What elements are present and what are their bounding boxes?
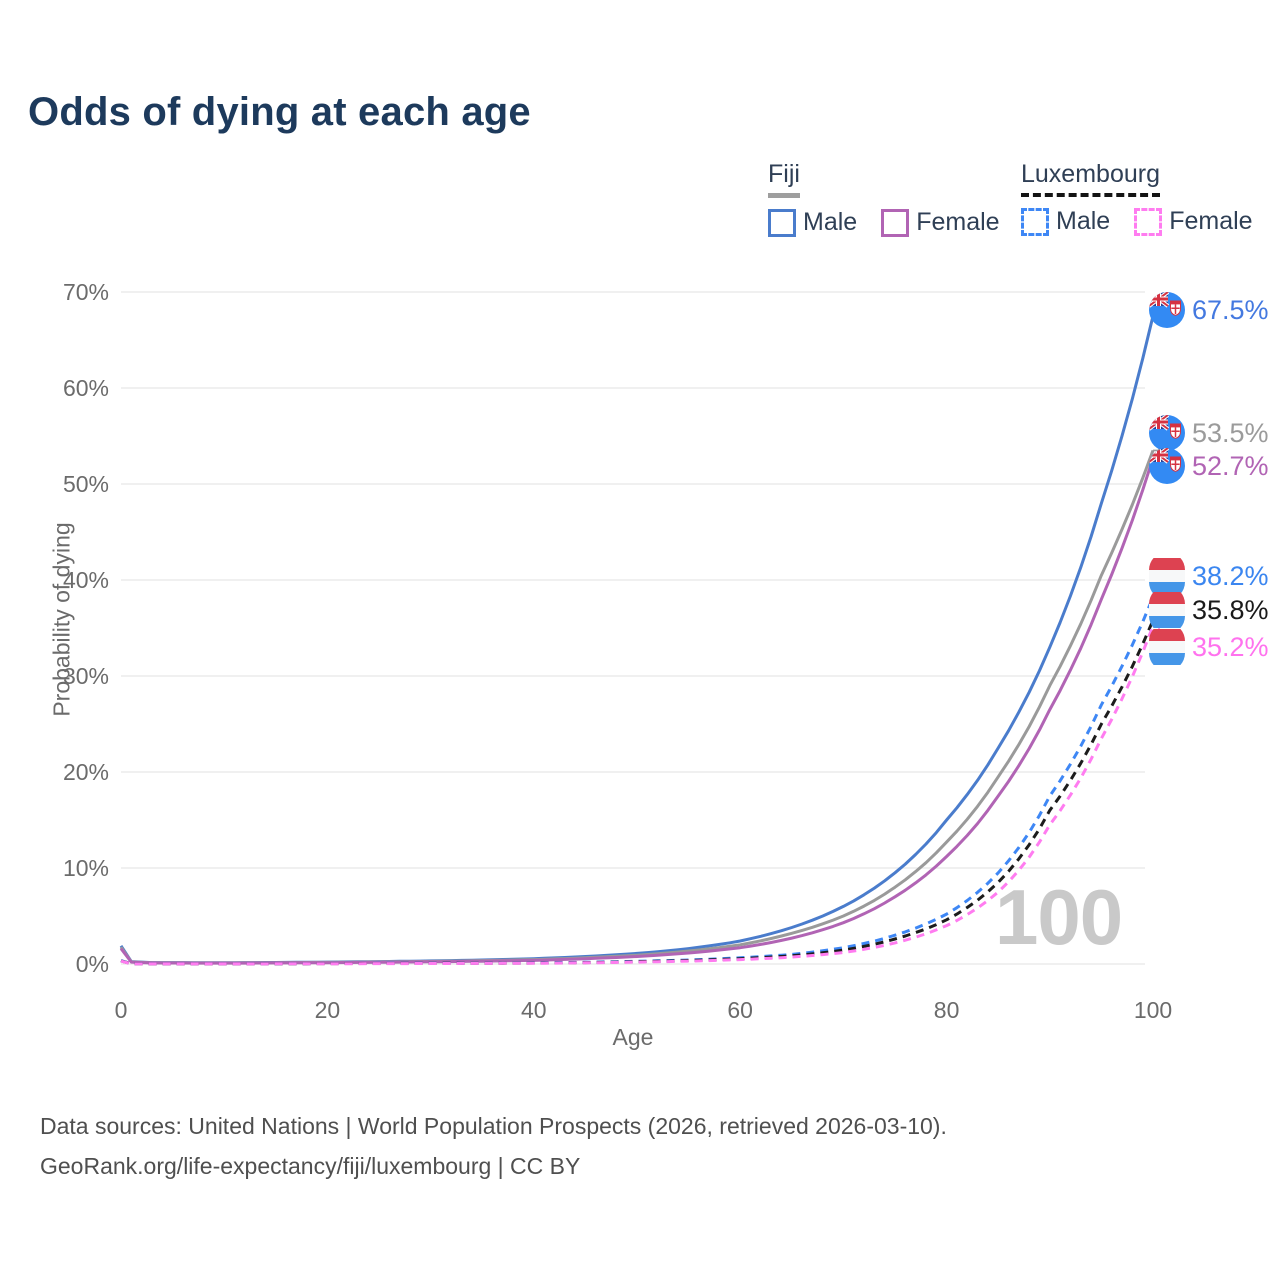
end-value-label: 35.2% (1192, 631, 1269, 662)
series-line-luxembourg-male[interactable] (120, 596, 1155, 966)
y-tick-label: 60% (63, 375, 109, 401)
legend-item-fiji-male[interactable]: Male (768, 208, 857, 237)
fiji-flag-icon (1149, 415, 1185, 451)
legend-item-label: Female (1169, 207, 1253, 235)
luxembourg-female-swatch-icon (1134, 207, 1163, 236)
legend-item-luxembourg-male[interactable]: Male (1021, 207, 1110, 236)
x-tick-label: 100 (1134, 997, 1172, 1023)
series-line-fiji-male[interactable] (119, 315, 1155, 965)
footer: Data sources: United Nations | World Pop… (40, 1106, 947, 1186)
legend-item-label: Male (803, 208, 858, 236)
x-tick-label: 0 (115, 997, 128, 1023)
x-tick-label: 40 (521, 997, 547, 1023)
end-label-luxembourg-female: 35.2% (1149, 629, 1269, 665)
source-url-line: GeoRank.org/life-expectancy/fiji/luxembo… (40, 1153, 581, 1179)
end-value-label: 38.2% (1192, 560, 1269, 591)
luxembourg-flag-icon (1149, 558, 1185, 594)
y-tick-label: 0% (76, 951, 109, 977)
fiji-female-swatch-icon (881, 208, 910, 237)
hovered-age-watermark: 100 (995, 873, 1123, 961)
end-value-label: 53.5% (1192, 417, 1269, 448)
legend-country-luxembourg[interactable]: Luxembourg (1021, 160, 1160, 197)
legend-item-label: Male (1056, 207, 1111, 235)
x-axis-title: Age (612, 1024, 654, 1050)
end-value-label: 67.5% (1192, 294, 1269, 325)
end-label-fiji-both-sexes: 53.5% (1149, 415, 1269, 451)
x-tick-label: 80 (934, 997, 960, 1023)
page-title: Odds of dying at each age (28, 90, 531, 134)
y-tick-label: 70% (63, 279, 109, 305)
end-value-label: 52.7% (1192, 450, 1269, 481)
series-line-luxembourg-both-sexes[interactable] (120, 619, 1155, 966)
series-line-fiji-female[interactable] (119, 457, 1155, 965)
end-label-fiji-male: 67.5% (1149, 292, 1269, 328)
luxembourg-flag-icon (1149, 592, 1185, 628)
legend-item-label: Female (916, 208, 1000, 236)
fiji-flag-icon (1149, 292, 1185, 328)
legend-row-fiji: Male Female (768, 208, 1000, 237)
y-tick-label: 20% (63, 759, 109, 785)
y-tick-label: 10% (63, 855, 109, 881)
luxembourg-flag-icon (1149, 629, 1185, 665)
legend-row-luxembourg: Male Female (1021, 207, 1253, 236)
data-sources-line: Data sources: United Nations | World Pop… (40, 1113, 947, 1139)
end-label-fiji-female: 52.7% (1149, 448, 1269, 484)
end-value-label: 35.8% (1192, 594, 1269, 625)
y-tick-label: 30% (63, 663, 109, 689)
fiji-flag-icon (1149, 448, 1185, 484)
fiji-male-swatch-icon (768, 208, 796, 237)
legend-country-fiji[interactable]: Fiji (768, 160, 800, 198)
end-label-luxembourg-both-sexes: 35.8% (1149, 592, 1269, 628)
series-line-fiji-both-sexes[interactable] (119, 449, 1155, 965)
end-label-luxembourg-male: 38.2% (1149, 558, 1269, 594)
y-tick-label: 50% (63, 471, 109, 497)
y-tick-label: 40% (63, 567, 109, 593)
x-tick-label: 20 (315, 997, 341, 1023)
legend-item-fiji-female[interactable]: Female (881, 208, 1000, 237)
series-line-luxembourg-female[interactable] (120, 625, 1155, 966)
luxembourg-male-swatch-icon (1021, 207, 1049, 236)
legend-item-luxembourg-female[interactable]: Female (1134, 207, 1253, 236)
legend-group-luxembourg: Luxembourg Male Female (1021, 160, 1253, 236)
x-tick-label: 60 (727, 997, 753, 1023)
legend-group-fiji: Fiji Male Female (768, 160, 1000, 237)
